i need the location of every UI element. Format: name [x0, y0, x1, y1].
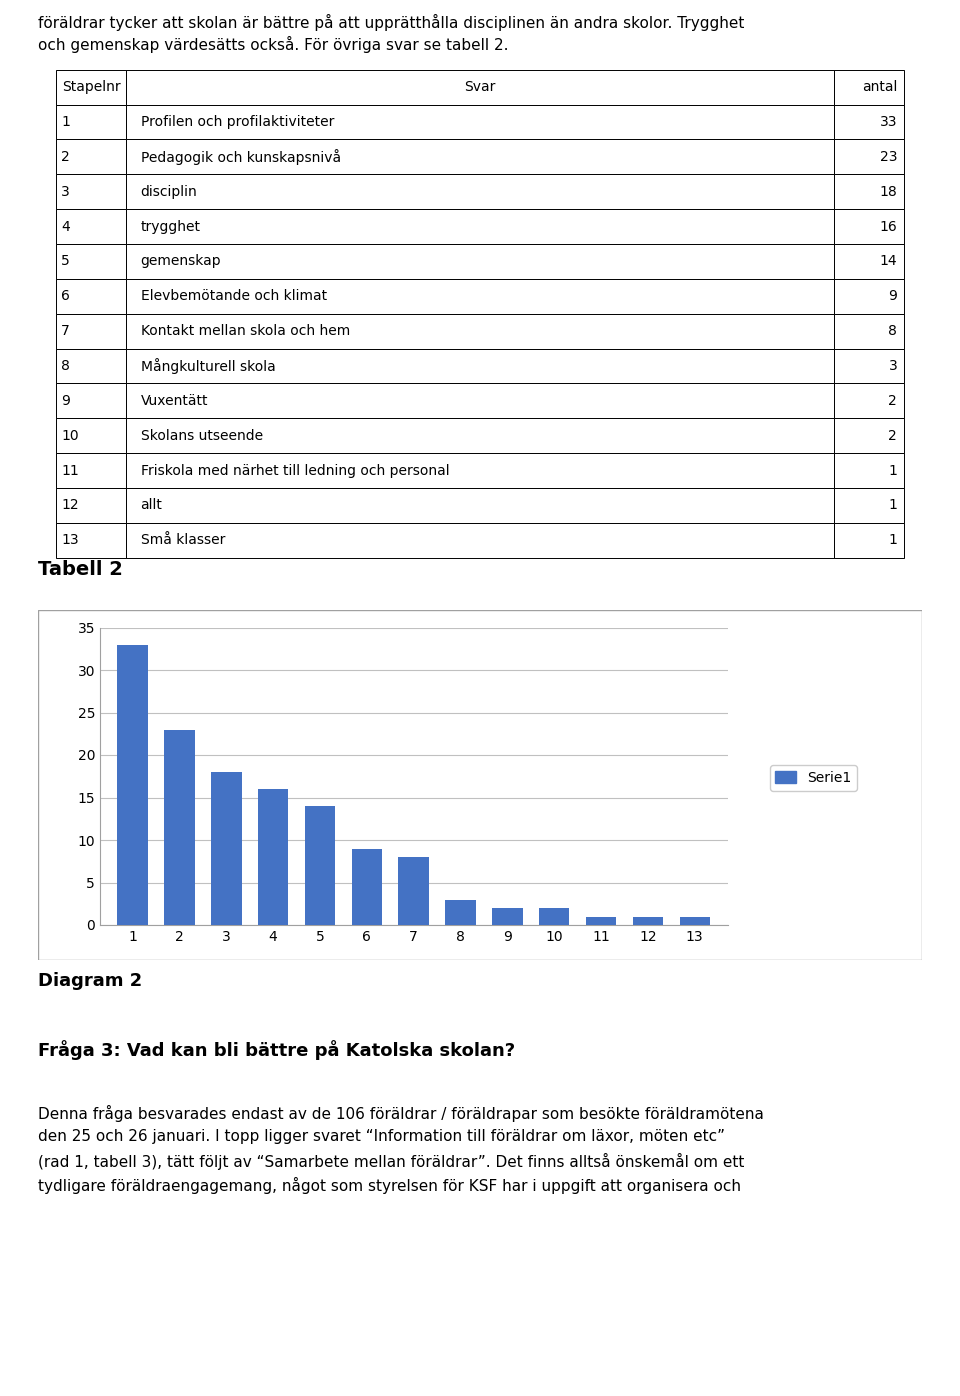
Legend: Serie1: Serie1	[770, 765, 857, 790]
Text: Diagram 2: Diagram 2	[38, 972, 142, 990]
Text: föräldrar tycker att skolan är bättre på att upprätthålla disciplinen än andra s: föräldrar tycker att skolan är bättre på…	[38, 14, 744, 31]
Bar	[633, 917, 663, 926]
Text: Tabell 2: Tabell 2	[38, 560, 123, 579]
Text: och gemenskap värdesätts också. För övriga svar se tabell 2.: och gemenskap värdesätts också. För övri…	[38, 36, 509, 53]
Bar	[586, 917, 616, 926]
Bar	[164, 730, 195, 926]
Bar	[445, 899, 476, 926]
Bar	[351, 849, 382, 926]
Text: tydligare föräldraengagemang, något som styrelsen för KSF har i uppgift att orga: tydligare föräldraengagemang, något som …	[38, 1177, 741, 1194]
Bar	[398, 857, 429, 926]
Bar	[492, 907, 522, 926]
Bar	[117, 645, 148, 926]
Text: Denna fråga besvarades endast av de 106 föräldrar / föräldrapar som besökte förä: Denna fråga besvarades endast av de 106 …	[38, 1106, 764, 1122]
Text: (rad 1, tabell 3), tätt följt av “Samarbete mellan föräldrar”. Det finns alltså : (rad 1, tabell 3), tätt följt av “Samarb…	[38, 1153, 744, 1170]
Bar	[539, 907, 569, 926]
Bar	[258, 789, 288, 926]
Bar	[211, 772, 242, 926]
Bar	[304, 805, 335, 926]
Bar	[680, 917, 710, 926]
Text: den 25 och 26 januari. I topp ligger svaret “Information till föräldrar om läxor: den 25 och 26 januari. I topp ligger sva…	[38, 1129, 725, 1143]
Text: Fråga 3: Vad kan bli bättre på Katolska skolan?: Fråga 3: Vad kan bli bättre på Katolska …	[38, 1040, 516, 1060]
